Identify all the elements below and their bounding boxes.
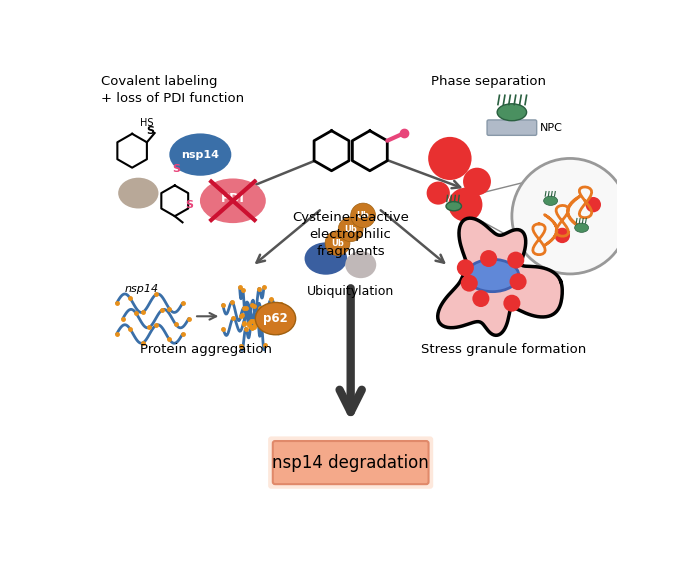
Circle shape (325, 231, 350, 256)
Circle shape (554, 228, 570, 243)
Text: Ub: Ub (345, 225, 357, 234)
Ellipse shape (305, 242, 347, 275)
Circle shape (448, 188, 482, 222)
Text: nsp14: nsp14 (182, 150, 219, 160)
Ellipse shape (119, 177, 158, 209)
Text: S: S (186, 200, 194, 210)
Ellipse shape (446, 202, 462, 211)
Circle shape (428, 137, 471, 180)
Circle shape (510, 273, 527, 290)
Circle shape (503, 295, 521, 312)
Circle shape (338, 217, 363, 241)
Text: S: S (146, 126, 154, 136)
Ellipse shape (345, 251, 376, 278)
Ellipse shape (575, 223, 588, 232)
Polygon shape (314, 131, 349, 170)
Circle shape (473, 290, 489, 307)
Polygon shape (352, 131, 387, 170)
Circle shape (461, 275, 477, 291)
Circle shape (512, 158, 628, 274)
Polygon shape (117, 134, 147, 168)
Text: HS: HS (140, 118, 153, 128)
Circle shape (427, 181, 450, 204)
Ellipse shape (256, 302, 296, 335)
Text: Phase separation: Phase separation (431, 75, 546, 88)
Text: S: S (173, 164, 180, 173)
Text: PDI: PDI (221, 192, 245, 205)
FancyBboxPatch shape (487, 120, 536, 135)
Circle shape (480, 250, 497, 267)
Circle shape (586, 197, 601, 213)
Ellipse shape (544, 196, 558, 206)
Text: p62: p62 (263, 312, 288, 325)
Text: Covalent labeling
+ loss of PDI function: Covalent labeling + loss of PDI function (101, 75, 245, 105)
Ellipse shape (200, 179, 266, 223)
Circle shape (507, 252, 524, 268)
Ellipse shape (466, 259, 519, 291)
Text: Ub: Ub (357, 211, 369, 220)
Circle shape (457, 259, 474, 276)
Ellipse shape (169, 134, 232, 176)
Polygon shape (162, 185, 188, 216)
Text: Protein aggregation: Protein aggregation (140, 343, 272, 356)
Text: nsp14: nsp14 (125, 285, 158, 294)
Text: Ub: Ub (331, 238, 344, 248)
Text: Stress granule formation: Stress granule formation (421, 343, 587, 356)
Circle shape (351, 203, 375, 228)
Text: nsp14 degradation: nsp14 degradation (273, 453, 429, 472)
Ellipse shape (497, 104, 527, 121)
Text: Cysteine-reactive
electrophilic
fragments: Cysteine-reactive electrophilic fragment… (292, 211, 409, 258)
FancyBboxPatch shape (273, 441, 429, 484)
Text: Ubiquitylation: Ubiquitylation (307, 286, 395, 298)
Polygon shape (438, 218, 562, 335)
Text: NPC: NPC (540, 123, 562, 132)
FancyBboxPatch shape (268, 437, 433, 489)
Circle shape (463, 168, 491, 195)
